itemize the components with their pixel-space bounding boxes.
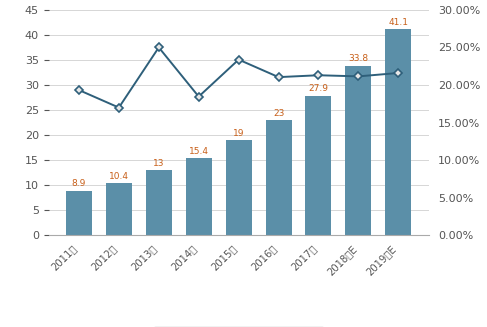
Text: 8.9: 8.9 xyxy=(72,179,86,188)
Bar xyxy=(225,140,252,235)
Text: 13: 13 xyxy=(153,159,165,168)
Bar xyxy=(186,158,212,235)
Bar xyxy=(146,170,172,235)
Bar xyxy=(265,120,292,235)
Bar xyxy=(305,95,332,235)
Text: 19: 19 xyxy=(233,129,244,138)
Bar xyxy=(385,29,412,235)
Bar xyxy=(66,191,92,235)
Text: 33.8: 33.8 xyxy=(348,55,369,63)
Text: 15.4: 15.4 xyxy=(188,147,209,156)
Text: 41.1: 41.1 xyxy=(388,18,408,27)
Text: 10.4: 10.4 xyxy=(109,172,129,181)
Text: 23: 23 xyxy=(273,109,284,118)
Bar xyxy=(345,66,372,235)
Text: 27.9: 27.9 xyxy=(308,84,328,93)
Bar xyxy=(106,183,132,235)
